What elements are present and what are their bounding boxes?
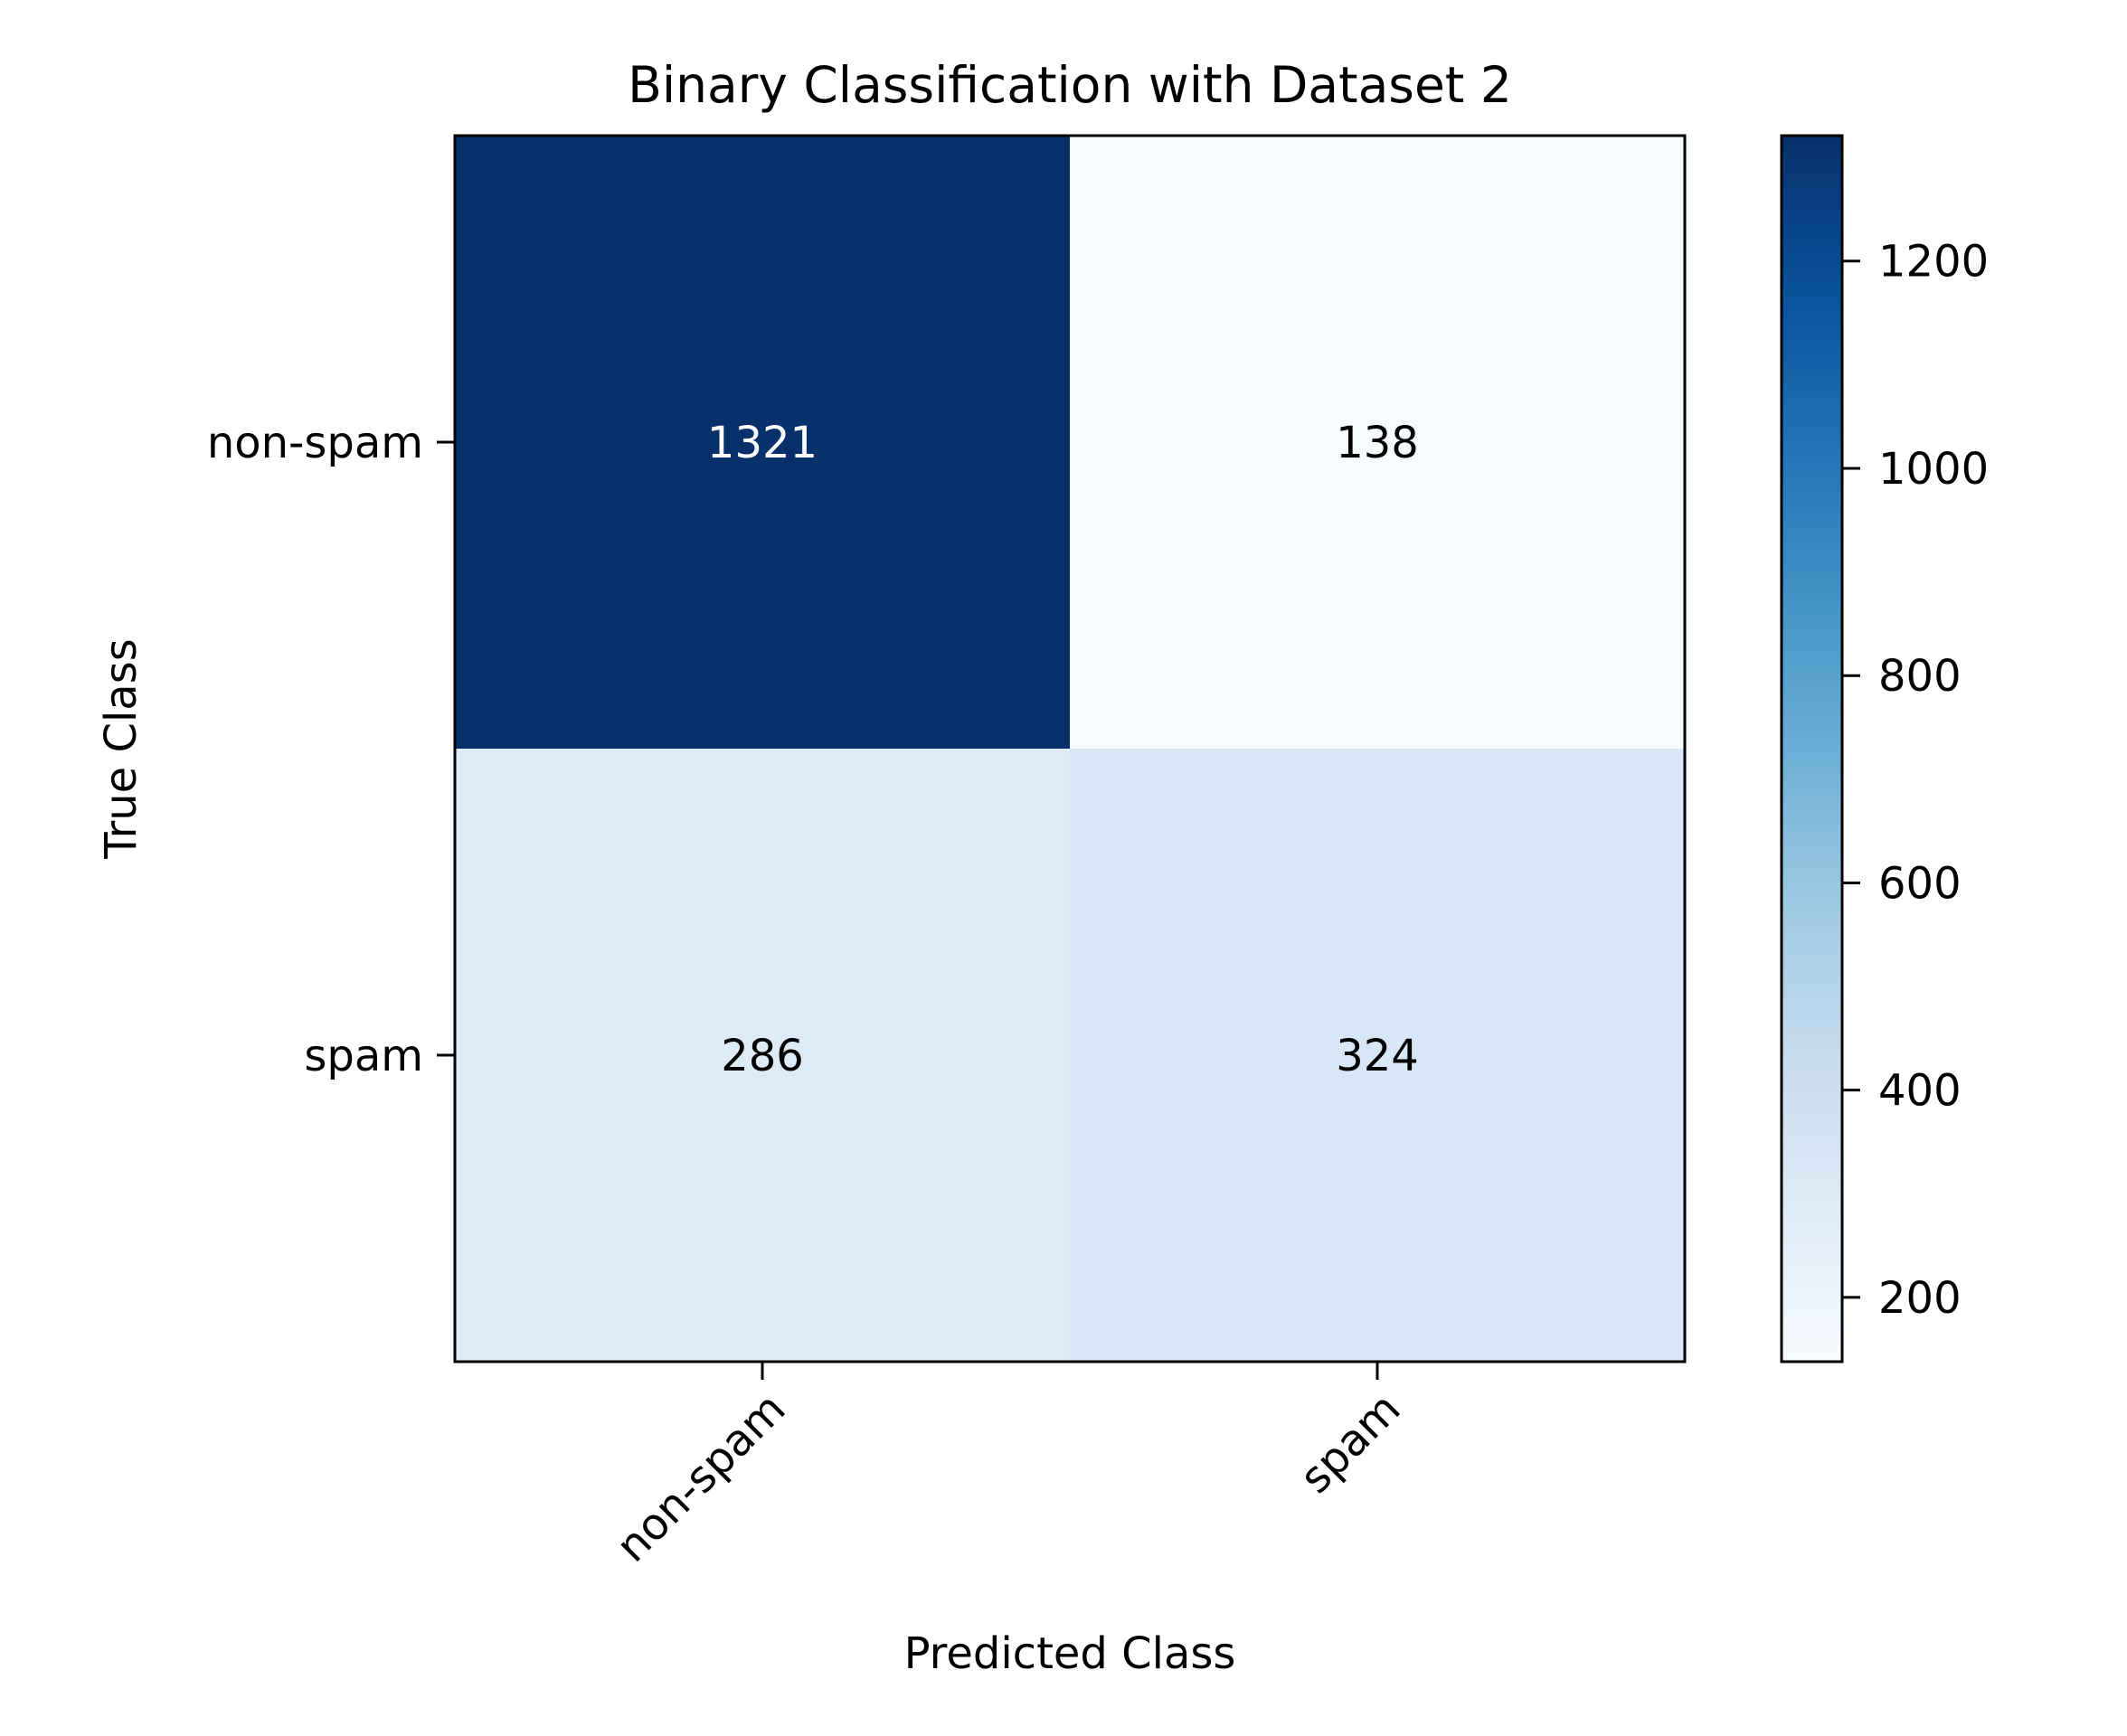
heatmap-cell — [1070, 136, 1686, 750]
y-tick-label: non-spam — [207, 418, 423, 468]
cell-value-label: 138 — [1336, 418, 1419, 468]
cell-value-label: 286 — [721, 1031, 804, 1081]
plot-frame — [453, 134, 1687, 1363]
colorbar-tick-label: 1200 — [1878, 237, 1989, 288]
colorbar-tick-label: 400 — [1878, 1066, 1962, 1117]
x-axis-ticks: non-spam spam — [607, 1362, 1411, 1572]
chart-title: Binary Classification with Dataset 2 — [628, 56, 1512, 114]
colorbar-tick-label: 600 — [1878, 858, 1962, 909]
heatmap-cell — [455, 136, 1071, 750]
heatmap-cell — [1070, 749, 1686, 1363]
x-axis-label: Predicted Class — [904, 1628, 1236, 1679]
x-tick-label: spam — [1290, 1383, 1411, 1504]
heatmap-cells — [455, 136, 1686, 1363]
colorbar-ticks: 200 400 600 800 1000 1200 — [1842, 237, 1989, 1324]
y-tick-label: spam — [304, 1031, 423, 1081]
x-tick-label: non-spam — [607, 1383, 796, 1572]
cell-value-label: 1321 — [707, 418, 818, 468]
colorbar: 200 400 600 800 1000 1200 — [1780, 134, 1989, 1363]
heatmap-cell — [455, 749, 1071, 1363]
y-axis-label: True Class — [96, 638, 147, 860]
cell-value-label: 324 — [1336, 1031, 1419, 1081]
colorbar-frame — [1780, 134, 1844, 1363]
cell-value-labels: 1321 138 286 324 — [707, 418, 1419, 1081]
colorbar-gradient — [1782, 136, 1842, 1362]
colorbar-tick-label: 800 — [1878, 651, 1962, 702]
colorbar-tick-label: 1000 — [1878, 444, 1989, 495]
colorbar-tick-label: 200 — [1878, 1273, 1962, 1324]
y-axis-ticks: non-spam spam — [207, 418, 455, 1081]
